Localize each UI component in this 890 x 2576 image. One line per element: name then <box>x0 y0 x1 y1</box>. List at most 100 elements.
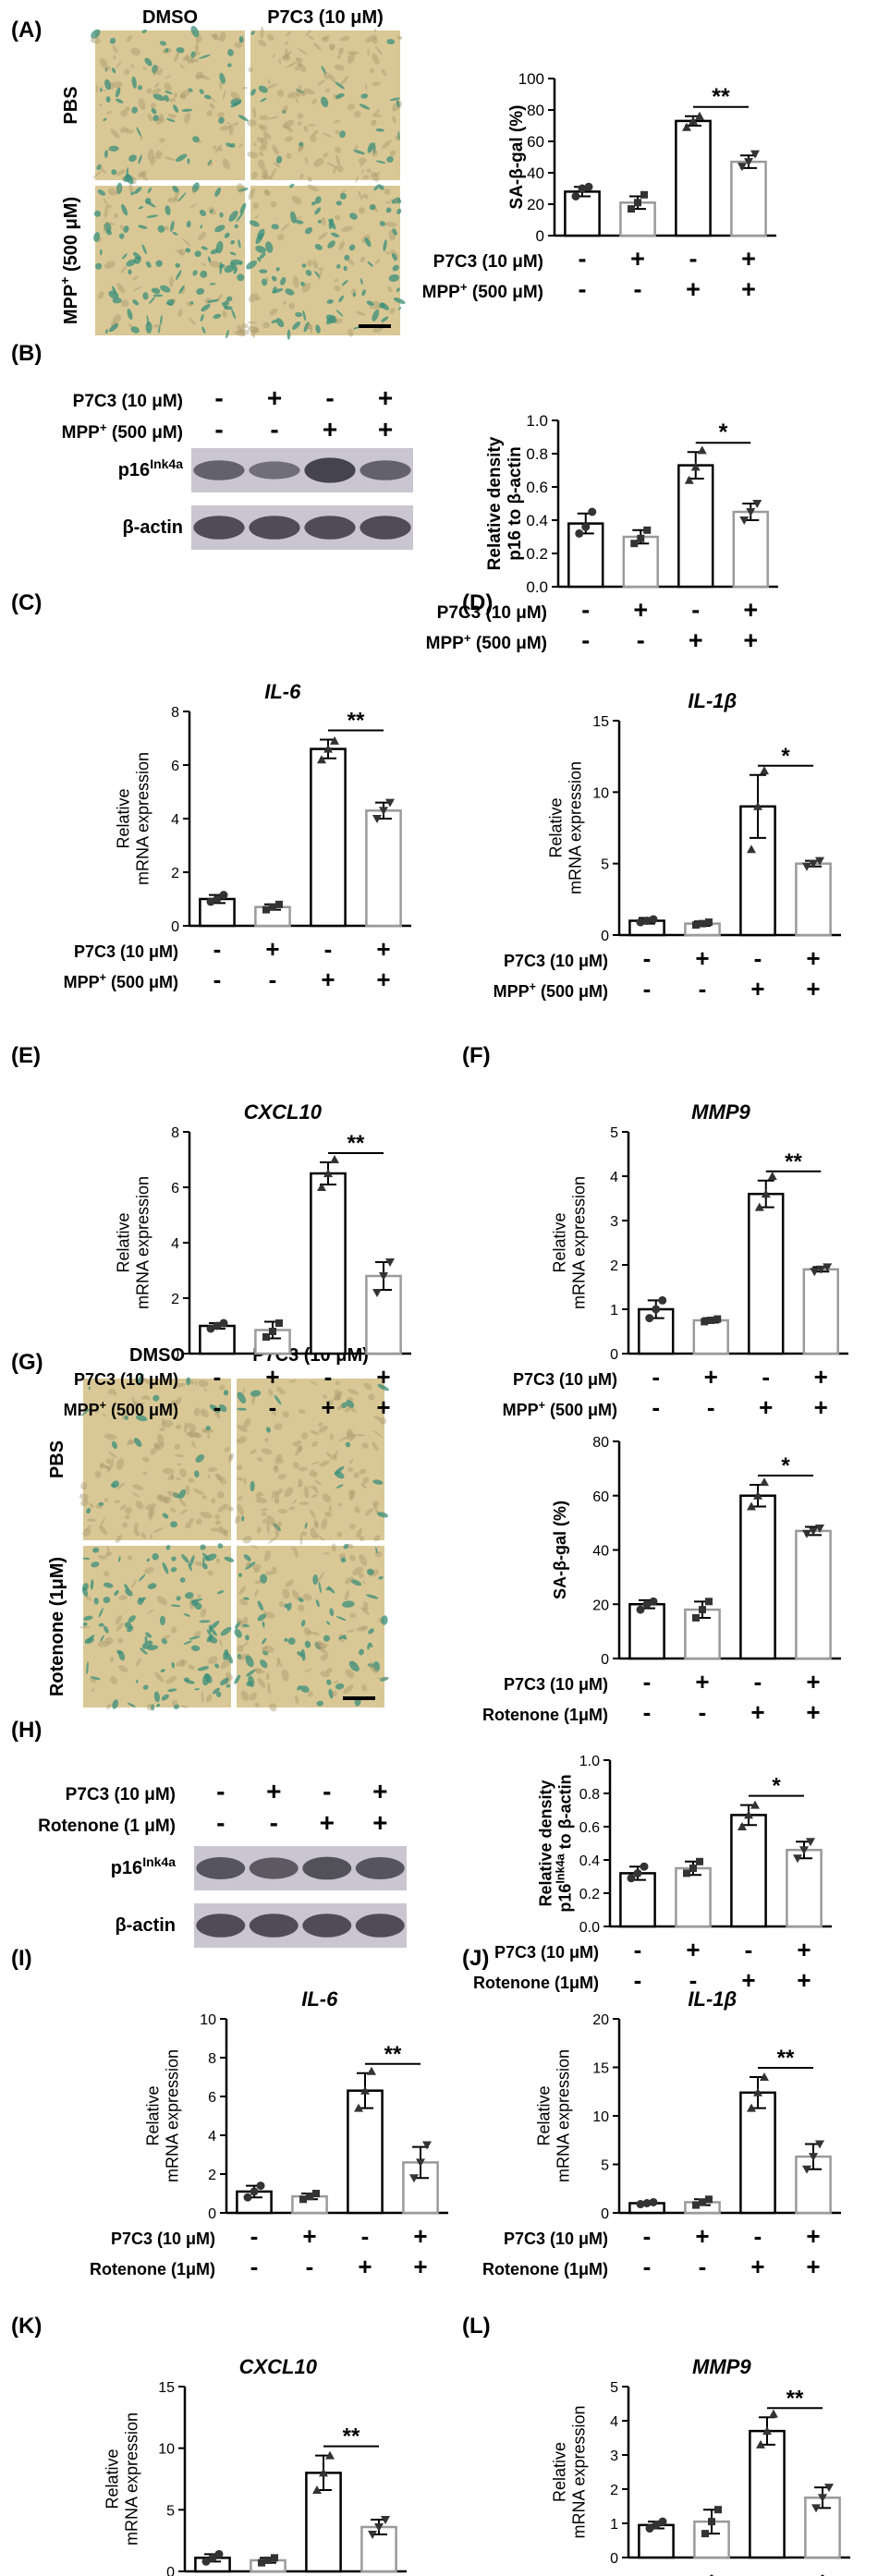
y-tick-label: 60 <box>527 133 544 151</box>
condition-sign: + <box>633 596 648 624</box>
data-point <box>206 1324 215 1333</box>
condition-label: Rotenone (1μM) <box>482 1706 608 1724</box>
panel-letter-f: (F) <box>462 1043 491 1068</box>
data-point <box>262 905 270 914</box>
data-point <box>219 1318 228 1328</box>
chart-l: 0 1 2 3 4 5 RelativemRNA expression MMP9 ** P7C3 … <box>513 2355 850 2576</box>
data-point <box>243 2193 252 2202</box>
micrograph-row-label: PBS <box>47 1440 67 1478</box>
y-tick-label: 4 <box>610 1170 618 1185</box>
condition-sign: - <box>643 1698 652 1726</box>
y-tick-label: 60 <box>592 1489 609 1505</box>
blot-band <box>193 516 245 540</box>
micrograph-image <box>90 25 249 185</box>
data-point <box>753 1490 762 1500</box>
condition-sign: + <box>750 975 764 1002</box>
condition-sign: + <box>302 2222 316 2250</box>
condition-sign: - <box>250 2222 259 2250</box>
bar <box>739 1494 776 1660</box>
data-point <box>374 2523 384 2532</box>
bar <box>748 1192 785 1355</box>
y-tick-label: 5 <box>601 2158 609 2174</box>
condition-sign: + <box>815 2567 829 2576</box>
data-point <box>628 205 635 213</box>
condition-sign: - <box>579 275 587 303</box>
data-point <box>637 534 645 542</box>
y-tick-label: 0 <box>536 227 544 245</box>
bar <box>310 747 347 928</box>
data-point <box>682 122 691 131</box>
chart-title: IL-6 <box>264 680 301 703</box>
data-point <box>793 1854 802 1864</box>
y-tick-label: 5 <box>610 1125 618 1141</box>
condition-sign: - <box>634 275 642 303</box>
micrograph-image <box>79 1543 235 1711</box>
blot-band <box>196 1914 246 1938</box>
y-tick-label: 3 <box>610 2448 618 2464</box>
data-point <box>705 918 713 927</box>
data-point <box>684 475 694 484</box>
bar <box>802 1268 839 1355</box>
y-tick-label: 10 <box>158 2442 175 2458</box>
micrograph-image <box>235 1379 390 1546</box>
y-axis-label: RelativemRNA expression <box>115 1176 152 1309</box>
data-point <box>258 2558 265 2567</box>
micrograph-image <box>246 183 406 340</box>
western-blot-layer: P7C3 (10 μM) - + - +MPP+ (500 μM) - - + +p16Ink4… <box>38 383 413 1948</box>
condition-sign: + <box>376 935 390 963</box>
y-tick-label: 0 <box>601 2206 609 2222</box>
bar <box>677 464 714 589</box>
condition-sign: + <box>750 1698 764 1726</box>
condition-sign: - <box>581 626 590 654</box>
data-point <box>250 2187 259 2196</box>
y-tick-label: 3 <box>610 1214 618 1230</box>
blot-band <box>355 1914 405 1938</box>
scale-bar <box>343 1696 375 1700</box>
blot-band <box>302 1856 352 1880</box>
micrograph-image <box>79 1373 234 1544</box>
western-blot-b: P7C3 (10 μM) - + - + MPP+ (500 μM) - - + + p16Ink4… <box>62 383 413 550</box>
condition-sign: - <box>643 975 652 1002</box>
y-axis-label: RelativemRNA expression <box>551 1176 589 1309</box>
condition-sign: - <box>699 975 707 1002</box>
data-point <box>649 2197 658 2206</box>
condition-sign: + <box>413 2253 427 2280</box>
data-point <box>809 2153 818 2162</box>
blot-condition-label: P7C3 (10 μM) <box>66 1785 176 1804</box>
condition-label: P7C3 (10 μM) <box>513 1370 617 1389</box>
data-point <box>692 2201 700 2209</box>
data-point <box>584 182 593 191</box>
y-tick-label: 100 <box>518 70 544 88</box>
condition-sign: + <box>695 2222 709 2250</box>
condition-sign: + <box>806 1668 820 1695</box>
y-tick-label: 0.4 <box>526 512 548 529</box>
y-tick-label: 2 <box>171 1292 179 1307</box>
data-point <box>701 2530 709 2538</box>
micrograph-image <box>93 182 250 339</box>
y-tick-label: 0 <box>171 1347 179 1363</box>
condition-sign: + <box>806 2253 820 2280</box>
condition-sign: + <box>686 275 701 303</box>
data-point <box>658 1295 667 1305</box>
data-point <box>275 1319 283 1327</box>
bar <box>347 2089 384 2215</box>
y-axis-label: RelativemRNA expression <box>535 2049 573 2182</box>
data-point <box>754 1202 764 1211</box>
data-point <box>744 158 753 167</box>
condition-label: P7C3 (10 μM) <box>433 252 543 272</box>
blot-band <box>355 1857 405 1879</box>
data-point <box>769 2409 778 2418</box>
data-point <box>760 2072 769 2081</box>
condition-sign: - <box>213 935 222 963</box>
condition-sign: + <box>376 966 390 993</box>
condition-sign: + <box>743 596 758 624</box>
condition-sign: - <box>579 245 587 273</box>
y-axis-label: Relative densityp16Ink4a to β-actin <box>537 1774 575 1912</box>
y-tick-label: 0.0 <box>526 578 548 596</box>
data-point <box>588 507 597 516</box>
y-tick-label: 15 <box>592 714 609 730</box>
blot-band-label: β-actin <box>115 1915 176 1936</box>
panel-letter-d: (D) <box>462 590 493 615</box>
